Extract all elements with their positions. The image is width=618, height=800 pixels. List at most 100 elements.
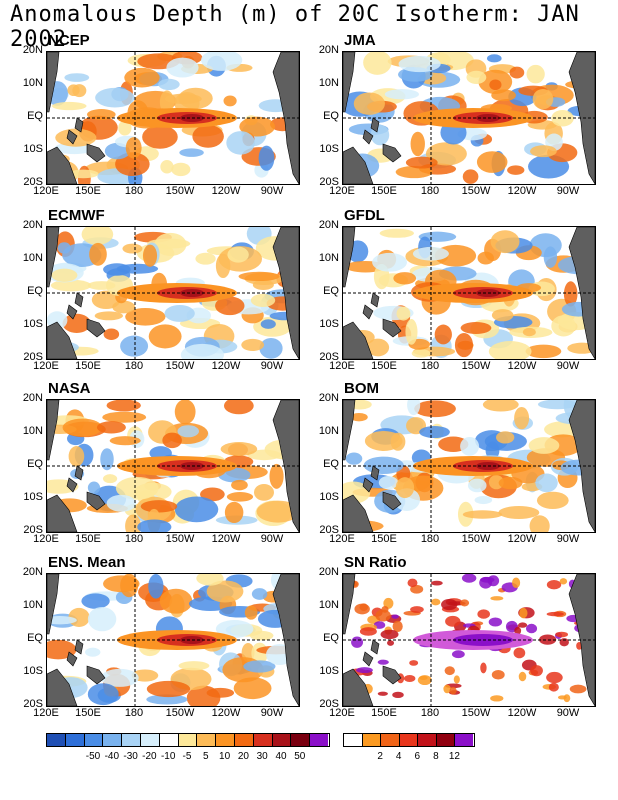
lon-label: 150W (165, 360, 195, 372)
lat-label: 20N (22, 219, 43, 231)
lon-label: 150W (165, 533, 195, 545)
map-panel-sn-ratio (342, 573, 596, 707)
lat-label: 10S (319, 491, 339, 503)
lat-label: 10S (23, 491, 43, 503)
lon-label: 120W (507, 533, 537, 545)
anomaly-field-sn-ratio (343, 574, 595, 706)
lat-label: 10N (22, 252, 43, 264)
colorbar-anomaly-label: 10 (219, 751, 231, 762)
colorbar-anomaly-label: -30 (123, 751, 138, 762)
colorbar-anomaly-label: 30 (256, 751, 268, 762)
lon-label: 150W (165, 707, 195, 719)
lon-label: 90W (260, 185, 284, 197)
lat-label: 20S (23, 698, 43, 710)
lon-label: 120W (211, 360, 241, 372)
lon-label: 120E (329, 533, 355, 545)
lon-label: 120E (33, 185, 59, 197)
lat-label: 20S (23, 351, 43, 363)
colorbar-sn-ratio-label: 8 (433, 751, 439, 762)
lon-label: 120E (329, 707, 355, 719)
map-panel-nasa (46, 399, 300, 533)
lat-label: 10N (318, 599, 339, 611)
lat-label: 10S (23, 665, 43, 677)
lat-label: 10N (318, 425, 339, 437)
colorbar-anomaly-swatch (253, 734, 273, 746)
panel-title-bom: BOM (344, 380, 379, 397)
lat-label: EQ (27, 110, 43, 122)
colorbar-anomaly-label: -10 (160, 751, 176, 762)
panel-title-ncep: NCEP (48, 32, 90, 49)
lat-label: 10S (23, 318, 43, 330)
lon-label: 150E (75, 533, 101, 545)
colorbar-anomaly-label: 50 (294, 751, 306, 762)
lon-label: 150E (371, 185, 397, 197)
map-panel-gfdl (342, 226, 596, 360)
colorbar-sn-ratio-label: 4 (395, 751, 402, 762)
colorbar-sn-ratio (343, 733, 475, 747)
colorbar-anomaly-swatch (197, 734, 217, 746)
lat-label: 20N (22, 44, 43, 56)
lat-label: 20S (319, 524, 339, 536)
lon-label: 150E (371, 360, 397, 372)
lat-label: EQ (323, 632, 339, 644)
lon-label: 120W (507, 185, 537, 197)
lat-label: 10N (318, 252, 339, 264)
colorbar-sn-ratio-swatch (381, 734, 400, 746)
lat-label: 20N (318, 392, 339, 404)
lon-label: 150W (461, 707, 491, 719)
lat-label: 20S (23, 176, 43, 188)
lon-label: 120W (211, 533, 241, 545)
colorbar-anomaly-swatch (103, 734, 123, 746)
lat-label: 20N (22, 566, 43, 578)
lat-label: 20N (318, 219, 339, 231)
map-panel-bom (342, 399, 596, 533)
colorbar-anomaly-swatch (140, 734, 160, 746)
map-panel-jma (342, 51, 596, 185)
lat-label: 20N (318, 44, 339, 56)
anomaly-field-ecmwf (47, 227, 299, 359)
lat-label: EQ (323, 458, 339, 470)
lat-label: 20S (319, 698, 339, 710)
lon-label: 120E (329, 185, 355, 197)
lat-label: 10S (23, 143, 43, 155)
lat-label: EQ (27, 285, 43, 297)
lat-label: 10S (319, 143, 339, 155)
lat-label: EQ (323, 110, 339, 122)
lon-label: 150W (461, 185, 491, 197)
lon-label: 150W (461, 533, 491, 545)
map-panel-ncep (46, 51, 300, 185)
lon-label: 150W (461, 360, 491, 372)
lon-label: 90W (260, 707, 284, 719)
colorbar-anomaly-swatch (122, 734, 141, 746)
lat-label: 20S (319, 351, 339, 363)
colorbar-anomaly-swatch (178, 734, 198, 746)
colorbar-anomaly-swatch (272, 734, 292, 746)
lon-label: 180 (420, 185, 440, 197)
colorbar-sn-ratio-swatch (436, 734, 456, 746)
colorbar-sn-ratio-label: 2 (377, 751, 383, 762)
lat-label: 10S (319, 318, 339, 330)
colorbar-anomaly-label: 20 (237, 751, 249, 762)
lon-label: 120W (507, 707, 537, 719)
colorbar-sn-ratio-label: 6 (414, 751, 421, 762)
lon-label: 150W (165, 185, 195, 197)
colorbar-anomaly-swatch (291, 734, 311, 746)
lon-label: 180 (420, 707, 440, 719)
lon-label: 150E (75, 707, 101, 719)
lon-label: 90W (556, 360, 580, 372)
anomaly-field-jma (343, 52, 595, 184)
lon-label: 150E (75, 185, 101, 197)
colorbar-sn-ratio-swatch (344, 734, 363, 746)
lon-label: 90W (260, 533, 284, 545)
colorbar-anomaly-label: -50 (85, 751, 101, 762)
lon-label: 90W (556, 185, 580, 197)
lon-label: 120E (33, 533, 59, 545)
panel-title-ecmwf: ECMWF (48, 207, 105, 224)
colorbar-anomaly (46, 733, 330, 747)
anomaly-field-bom (343, 400, 595, 532)
anomaly-field-ncep (47, 52, 299, 184)
panel-title-sn-ratio: SN Ratio (344, 554, 407, 571)
map-panel-ens-mean (46, 573, 300, 707)
lat-label: EQ (27, 458, 43, 470)
lon-label: 120W (211, 707, 241, 719)
